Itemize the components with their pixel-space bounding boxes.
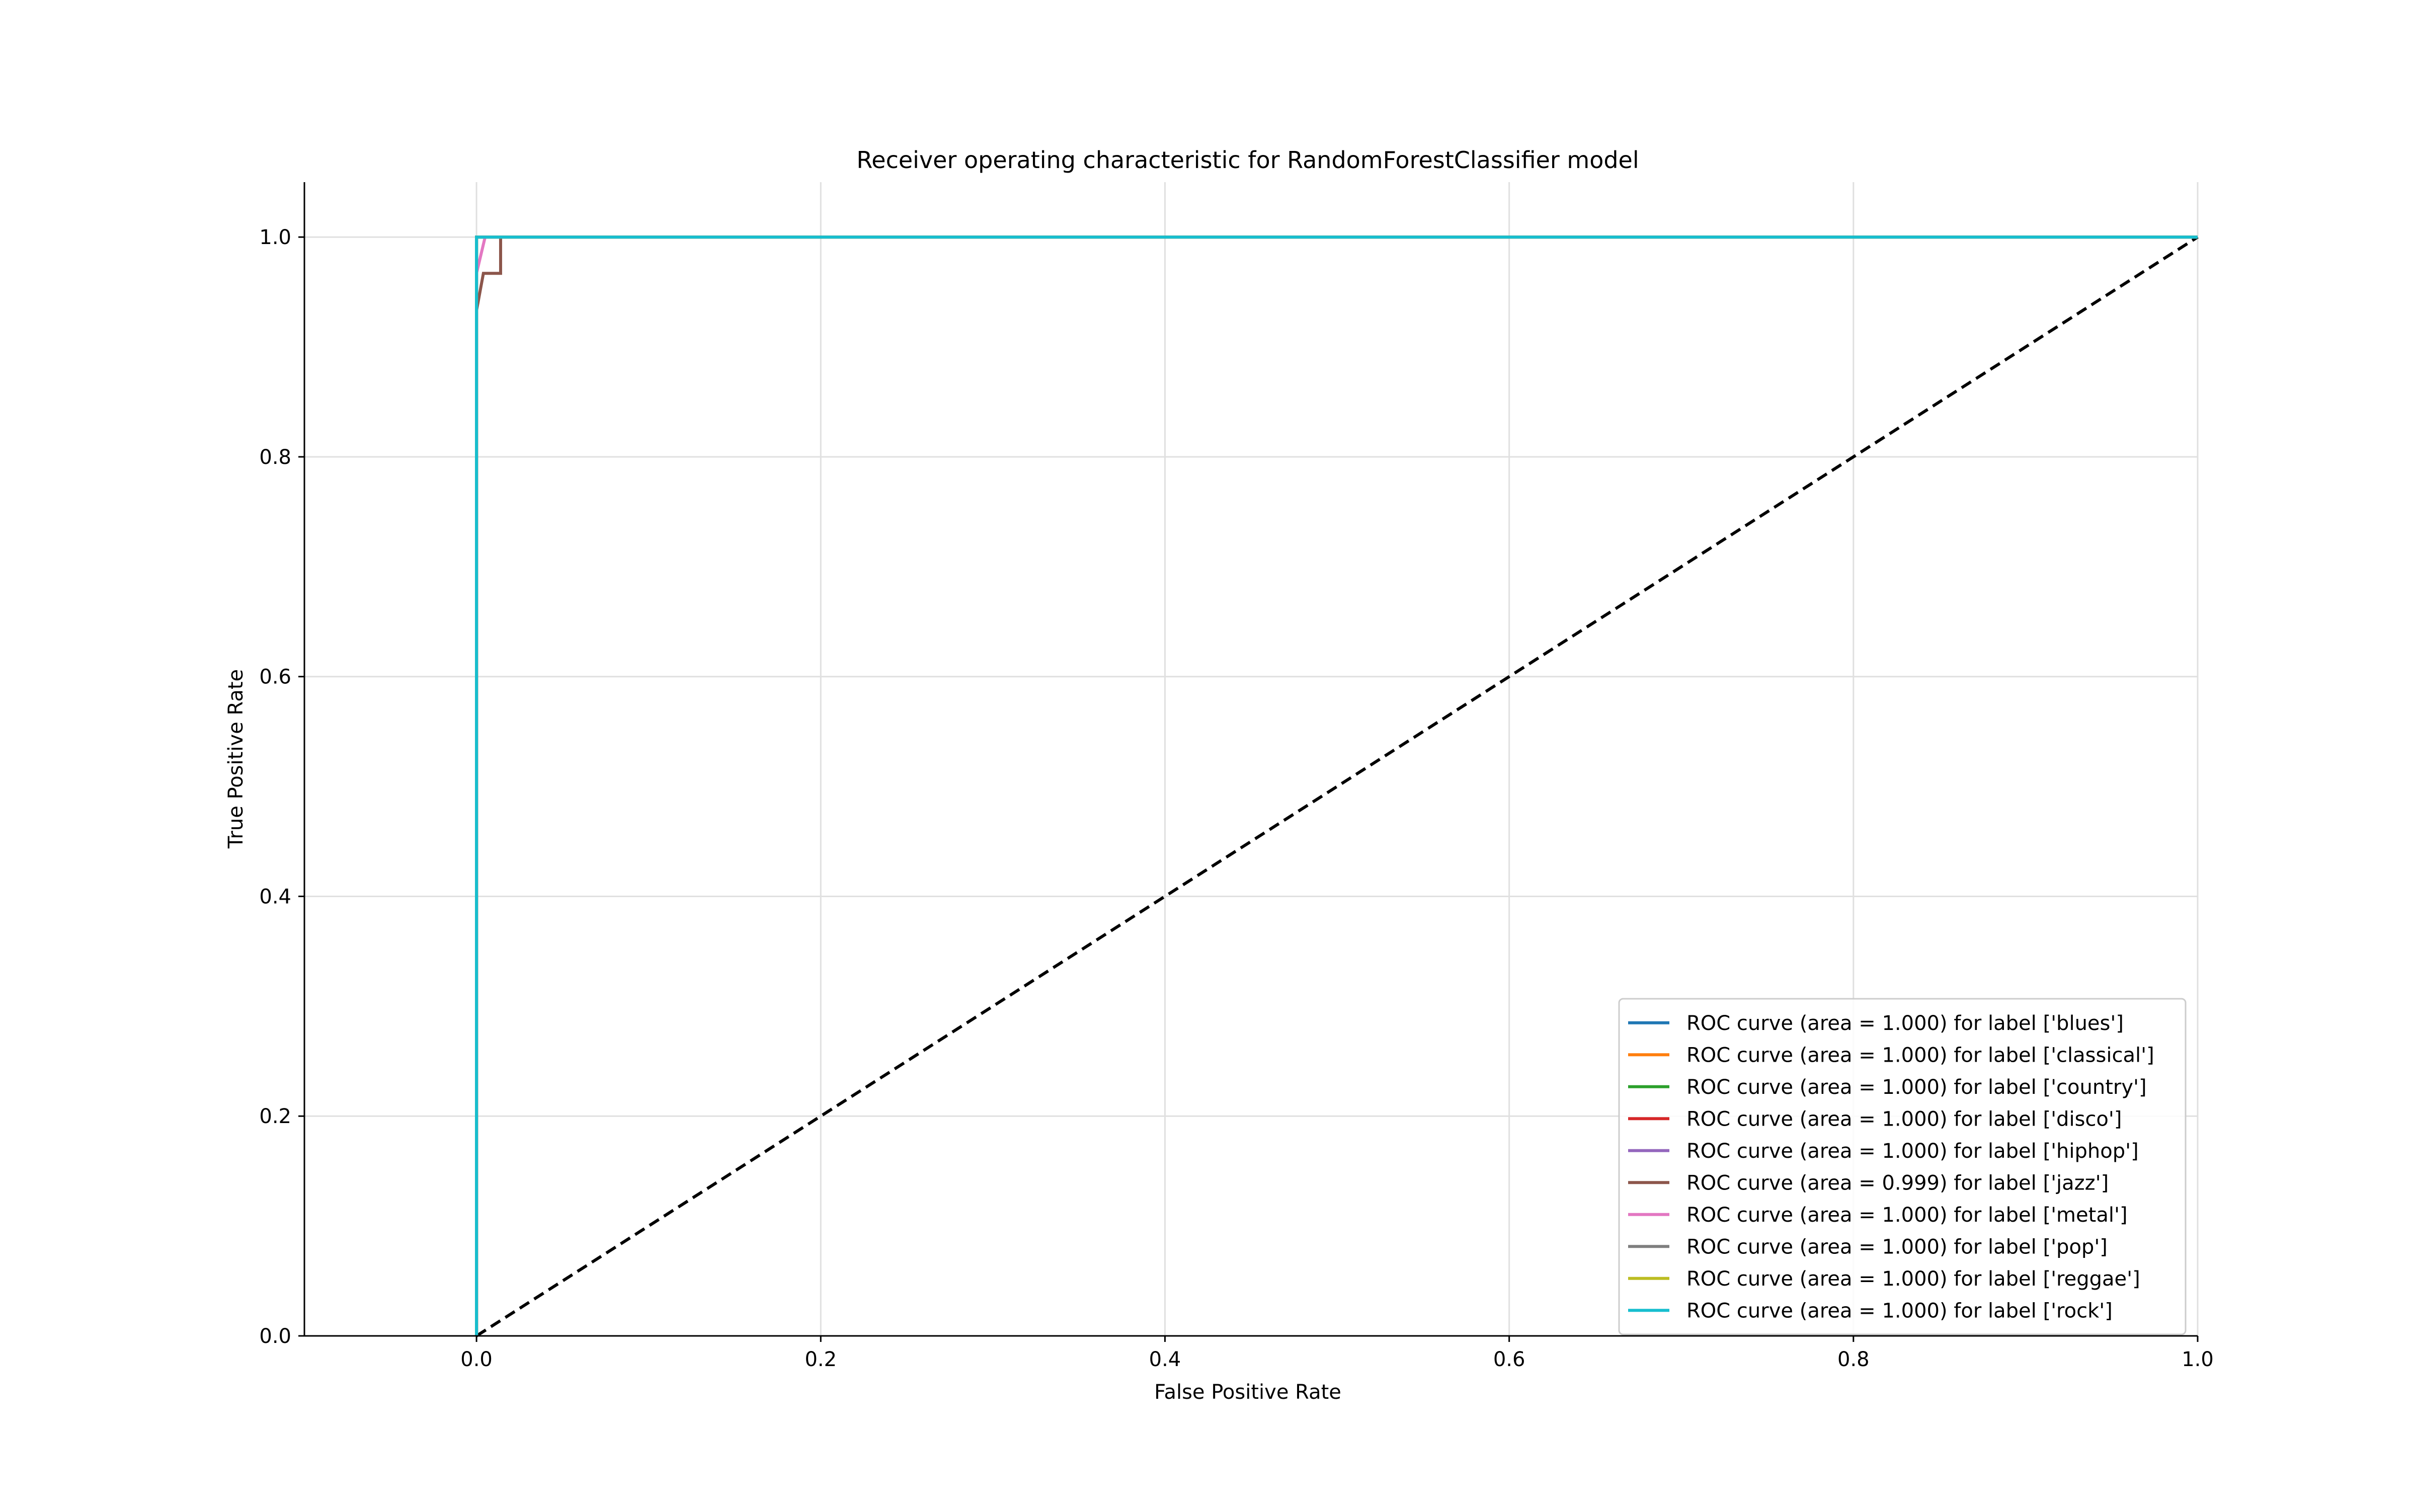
legend-entry-label: ROC curve (area = 1.000) for label ['roc… bbox=[1686, 1299, 2113, 1322]
x-tick-label: 0.8 bbox=[1837, 1348, 1870, 1371]
series-line-9 bbox=[475, 235, 2198, 1336]
legend: ROC curve (area = 1.000) for label ['blu… bbox=[1618, 998, 2187, 1335]
legend-entry-label: ROC curve (area = 1.000) for label ['blu… bbox=[1686, 1012, 2124, 1035]
x-tick-label: 0.0 bbox=[460, 1348, 493, 1371]
x-tick-label: 0.6 bbox=[1493, 1348, 1525, 1371]
axes bbox=[303, 182, 2198, 1337]
y-tick-label: 0.8 bbox=[259, 446, 291, 469]
chart-title: Receiver operating characteristic for Ra… bbox=[856, 146, 1639, 174]
legend-entry-label: ROC curve (area = 1.000) for label ['pop… bbox=[1686, 1235, 2108, 1258]
legend-entry-label: ROC curve (area = 1.000) for label ['hip… bbox=[1686, 1140, 2139, 1163]
legend-entry-label: ROC curve (area = 1.000) for label ['dis… bbox=[1686, 1107, 2122, 1131]
x-tick-label: 0.4 bbox=[1149, 1348, 1181, 1371]
y-tick-label: 0.0 bbox=[259, 1325, 291, 1348]
ticks: 0.0 0.2 0.4 0.6 0.8 1.0 0.0 0.2 0.4 0.6 0.8 1.0 bbox=[259, 226, 2213, 1371]
x-tick-label: 1.0 bbox=[2182, 1348, 2214, 1371]
legend-entry-label: ROC curve (area = 1.000) for label ['met… bbox=[1686, 1204, 2128, 1227]
legend-entry-label: ROC curve (area = 1.000) for label ['cou… bbox=[1686, 1076, 2147, 1099]
x-axis-label: False Positive Rate bbox=[1154, 1381, 1341, 1404]
reference-line-layer bbox=[475, 235, 2199, 1337]
y-tick-label: 1.0 bbox=[259, 226, 291, 249]
x-tick-label: 0.2 bbox=[804, 1348, 837, 1371]
y-tick-label: 0.6 bbox=[259, 666, 291, 689]
series-layer bbox=[475, 235, 2198, 1336]
legend-entry-label: ROC curve (area = 1.000) for label ['cla… bbox=[1686, 1044, 2154, 1067]
y-tick-label: 0.4 bbox=[259, 885, 291, 908]
legend-entry-label: ROC curve (area = 0.999) for label ['jaz… bbox=[1686, 1171, 2109, 1195]
legend-entry-label: ROC curve (area = 1.000) for label ['reg… bbox=[1686, 1267, 2140, 1291]
legend-box bbox=[1618, 998, 2187, 1335]
chance-reference-line bbox=[475, 235, 2199, 1337]
y-tick-label: 0.2 bbox=[259, 1105, 291, 1128]
y-axis-label: True Positive Rate bbox=[224, 669, 248, 849]
